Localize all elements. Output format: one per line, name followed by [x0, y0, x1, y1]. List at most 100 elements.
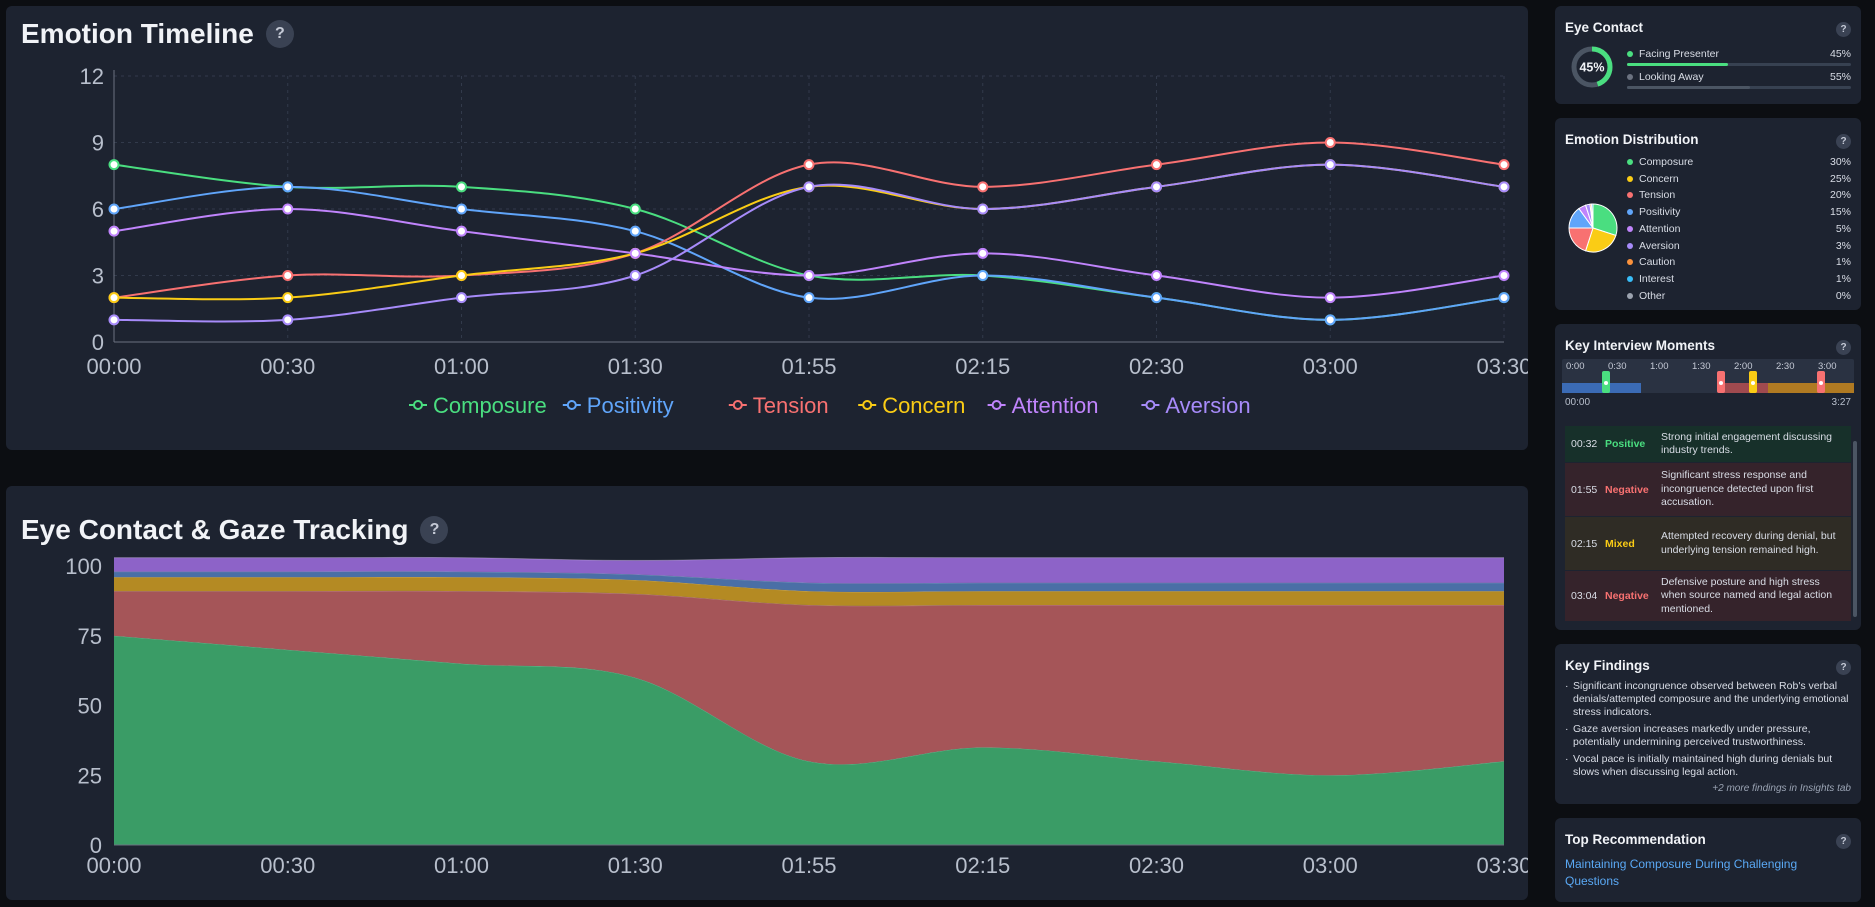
help-icon[interactable]: ?	[1836, 834, 1851, 849]
data-point	[108, 203, 120, 215]
help-icon[interactable]: ?	[1836, 660, 1851, 675]
key-findings-card: Key Findings ? Significant incongruence …	[1555, 644, 1861, 804]
x-tick-label: 00:00	[86, 354, 141, 379]
moment-row[interactable]: 03:04 Negative Defensive posture and high …	[1565, 571, 1851, 621]
data-point	[1151, 159, 1162, 171]
legend-dot	[1627, 259, 1633, 266]
data-point	[1151, 292, 1162, 304]
more-findings-link[interactable]: +2 more findings in Insights tab	[1712, 783, 1851, 794]
y-tick-label: 100	[65, 554, 102, 579]
data-point	[282, 203, 294, 215]
track-tick-label: 2:00	[1734, 361, 1753, 372]
distribution-row-positivity: Positivity 15%	[1627, 204, 1851, 220]
x-tick-label: 00:30	[260, 853, 315, 878]
legend-item-concern: Concern	[858, 393, 965, 418]
legend-dot	[1627, 51, 1633, 57]
row-pct: 20%	[1829, 189, 1851, 202]
recommendation-link[interactable]: Maintaining Composure During Challenging…	[1565, 857, 1798, 888]
moment-description: Attempted recovery during denial, but un…	[1661, 530, 1836, 556]
gaze-tracking-panel: Eye Contact & Gaze Tracking ? 0 25 50 75 100…	[6, 486, 1528, 900]
data-point	[456, 292, 467, 304]
moment-marker-dot	[1719, 381, 1723, 385]
row-label: Looking Away	[1639, 71, 1704, 83]
x-tick-label: 02:15	[955, 354, 1010, 379]
eye-contact-row-facing: Facing Presenter 45%	[1627, 46, 1851, 62]
legend-marker	[991, 400, 1002, 410]
facing-progress-fill	[1627, 63, 1728, 66]
emotion-distribution-card: Emotion Distribution ? Composure 30% Conce…	[1555, 118, 1861, 310]
row-pct: 3%	[1835, 239, 1851, 252]
data-point	[108, 314, 120, 326]
emotion-pie-chart	[1568, 203, 1618, 253]
moment-row[interactable]: 02:15 Mixed Attempted recovery during deni…	[1565, 517, 1851, 570]
row-label: Facing Presenter	[1639, 48, 1719, 60]
legend-label: Concern	[882, 393, 965, 418]
data-point	[456, 203, 467, 215]
distribution-row-composure: Composure 30%	[1627, 154, 1851, 170]
data-point	[1324, 137, 1336, 148]
x-tick-label: 03:00	[1303, 853, 1358, 878]
legend-item-tension: Tension	[728, 393, 829, 418]
finding-item: Significant incongruence observed betwee…	[1565, 680, 1851, 719]
x-tick-label: 03:30	[1476, 354, 1528, 379]
data-point	[803, 270, 815, 281]
legend-dot	[1627, 209, 1633, 216]
row-label: Aversion	[1639, 239, 1680, 252]
legend-dot	[1627, 175, 1633, 182]
help-icon[interactable]: ?	[1836, 340, 1851, 355]
data-point	[1498, 270, 1510, 281]
moment-tag: Positive	[1605, 438, 1646, 450]
area-edge	[114, 556, 1504, 561]
data-point	[1324, 314, 1336, 326]
timeline-start-label: 00:00	[1565, 397, 1591, 408]
track-segment-neutral	[1641, 383, 1720, 393]
away-progress-track	[1627, 86, 1851, 89]
help-icon[interactable]: ?	[420, 516, 449, 544]
facing-progress-track	[1627, 63, 1851, 66]
data-point	[456, 270, 467, 281]
data-point	[1498, 292, 1510, 304]
area-layer-5	[114, 557, 1504, 584]
legend-marker	[862, 400, 873, 410]
eye-contact-row-away: Looking Away 55%	[1627, 69, 1851, 85]
data-point	[456, 181, 467, 193]
moment-marker-dot	[1604, 381, 1608, 385]
moments-scrollbar[interactable]	[1853, 441, 1857, 617]
row-pct: 1%	[1835, 272, 1851, 285]
data-point	[456, 225, 467, 237]
top-recommendation-card: Top Recommendation ? Maintaining Composu…	[1555, 818, 1861, 902]
moment-row[interactable]: 00:32 Positive Strong initial engagement d…	[1565, 426, 1851, 462]
distribution-row-aversion: Aversion 3%	[1627, 238, 1851, 254]
row-label: Caution	[1639, 256, 1676, 269]
findings-title: Key Findings	[1565, 658, 1650, 673]
help-icon[interactable]: ?	[1836, 22, 1851, 37]
track-tick-label: 1:30	[1692, 361, 1711, 372]
x-tick-label: 02:15	[955, 853, 1010, 878]
distribution-row-concern: Concern 25%	[1627, 171, 1851, 187]
legend-dot	[1627, 74, 1633, 80]
eye-contact-card: Eye Contact ? 45% Facing Presenter 45% L…	[1555, 6, 1861, 104]
data-point	[629, 247, 641, 259]
data-point	[629, 225, 641, 237]
eye-contact-donut: 45%	[1571, 46, 1613, 88]
y-tick-label: 0	[92, 330, 104, 355]
data-point	[977, 247, 989, 259]
gaze-tracking-title-text: Eye Contact & Gaze Tracking	[21, 514, 409, 545]
data-point	[1151, 270, 1162, 281]
help-icon[interactable]: ?	[265, 20, 294, 48]
moments-timeline-track[interactable]: 0:00 0:30 1:00 1:30 2:00 2:30 3:00	[1562, 359, 1854, 407]
row-pct: 45%	[1829, 48, 1851, 60]
area-layer-3	[114, 576, 1504, 606]
gaze-area-chart: 0 25 50 75 100 00:00 00:30 01:00 01:30 01:55 02:15…	[65, 554, 1528, 878]
moment-tag: Negative	[1605, 483, 1649, 496]
key-moments-card: Key Interview Moments ? 0:00 0:30 1:00 1:30…	[1555, 324, 1861, 630]
gaze-tracking-title: Eye Contact & Gaze Tracking ?	[21, 514, 449, 546]
moment-time: 02:15	[1571, 537, 1598, 550]
legend-item-positivity: Positivity	[562, 393, 674, 418]
x-tick-label: 00:00	[86, 853, 141, 878]
x-tick-label: 01:00	[434, 354, 489, 379]
row-label: Attention	[1639, 222, 1681, 235]
moment-row[interactable]: 01:55 Negative Significant stress response…	[1565, 463, 1851, 516]
help-icon[interactable]: ?	[1836, 134, 1851, 149]
data-point	[108, 292, 120, 304]
